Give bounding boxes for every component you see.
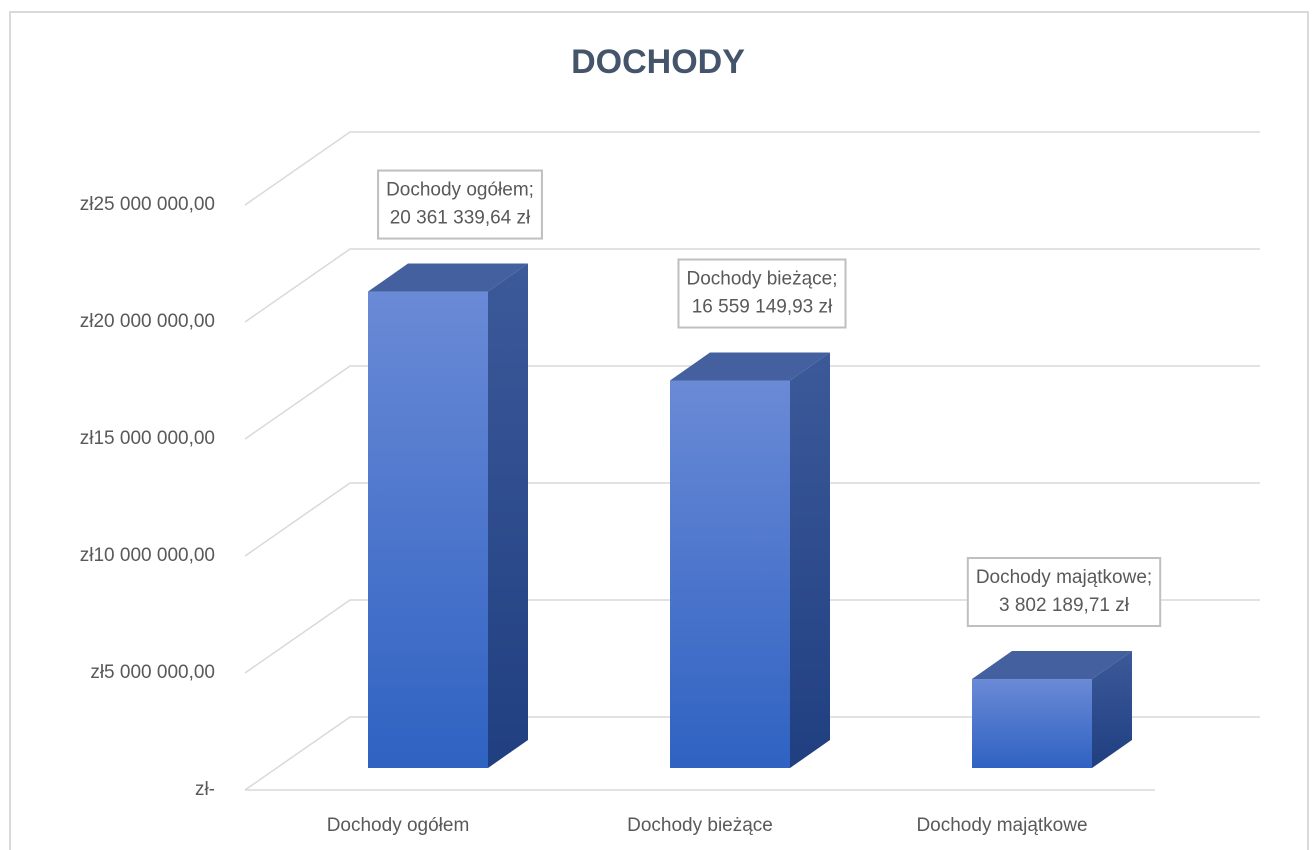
data-label-box	[377, 169, 543, 240]
y-tick-label: zł25 000 000,00	[80, 194, 215, 215]
data-label-value: 3 802 189,71 zł	[999, 595, 1130, 616]
grid-line	[244, 599, 1260, 674]
data-label-name: Dochody majątkowe;	[976, 567, 1152, 588]
data-label-box	[966, 557, 1162, 628]
bar-side	[488, 263, 528, 768]
y-tick-label: zł20 000 000,00	[80, 311, 215, 332]
grid-line	[244, 716, 1260, 791]
data-label-value: 16 559 149,93 zł	[692, 297, 833, 318]
data-label-name: Dochody ogółem;	[386, 180, 534, 201]
data-label-box	[677, 258, 847, 329]
y-tick-label: zł15 000 000,00	[80, 428, 215, 449]
x-tick-label: Dochody bieżące	[627, 815, 773, 836]
bar-side	[1092, 651, 1132, 768]
bar	[972, 679, 1092, 768]
y-tick-label: zł10 000 000,00	[80, 545, 215, 566]
data-label-value: 20 361 339,64 zł	[390, 208, 531, 229]
bar-top	[670, 352, 830, 381]
bar-top	[972, 651, 1132, 680]
bar-top	[368, 263, 528, 292]
x-tick-label: Dochody ogółem	[327, 815, 470, 836]
data-label: Dochody bieżące; 16 559 149,93 zł	[677, 258, 847, 329]
x-tick-label: Dochody majątkowe	[916, 815, 1087, 836]
data-label: Dochody ogółem; 20 361 339,64 zł	[377, 169, 543, 240]
grid-line	[244, 131, 1260, 206]
grid-line	[244, 248, 1260, 323]
data-label-name: Dochody bieżące;	[686, 269, 837, 290]
y-tick-label: zł5 000 000,00	[90, 662, 215, 683]
grid-line	[244, 365, 1260, 440]
y-tick-label: zł-	[195, 779, 215, 800]
data-label: Dochody majątkowe; 3 802 189,71 zł	[966, 557, 1162, 628]
grid-line	[244, 482, 1260, 557]
bar	[368, 291, 488, 768]
chart-title: DOCHODY	[571, 43, 745, 81]
bar	[670, 380, 790, 768]
bar-side	[790, 352, 830, 768]
